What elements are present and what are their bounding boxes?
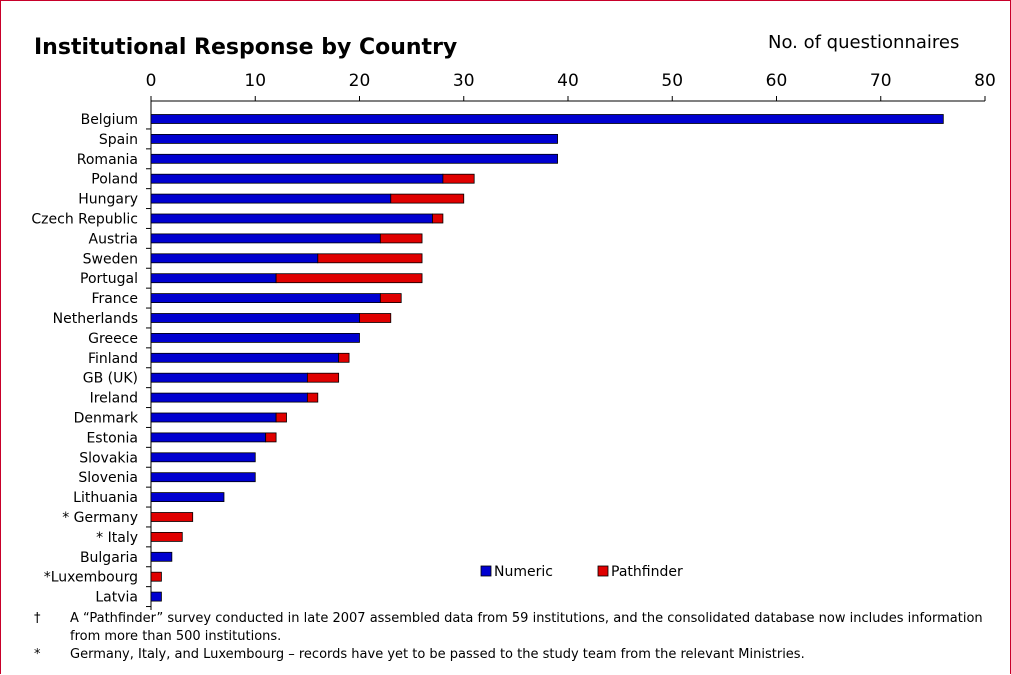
footnote-text: Germany, Italy, and Luxembourg – records… — [70, 647, 805, 662]
bar-pathfinder — [359, 313, 392, 323]
bar-pathfinder — [150, 571, 162, 582]
category-label: Bulgaria — [80, 550, 138, 566]
category-label: Estonia — [86, 430, 138, 446]
category-label: * Germany — [62, 510, 138, 526]
bar-numeric — [150, 352, 340, 363]
category-label: Lithuania — [73, 490, 138, 506]
bar-numeric — [150, 233, 381, 244]
category-label: Romania — [77, 152, 138, 168]
chart-title: Institutional Response by Country — [34, 35, 457, 60]
category-labels: Belgium Spain Romania Poland Hungary Czech Re… — [31, 112, 151, 608]
category-label: France — [91, 291, 138, 307]
bar-pathfinder — [442, 173, 475, 184]
category-label: Finland — [88, 351, 138, 367]
category-label: Sweden — [83, 251, 138, 267]
x-tick-label: 10 — [244, 71, 266, 91]
x-tick-label: 30 — [453, 71, 475, 91]
bar-numeric — [150, 551, 173, 562]
category-label: Slovakia — [79, 450, 138, 466]
bar-numeric — [150, 173, 444, 184]
bar-pathfinder — [150, 532, 183, 542]
bar-numeric — [150, 392, 308, 403]
category-label: Hungary — [78, 192, 138, 208]
x-tick-label: 80 — [974, 71, 996, 91]
category-label: Slovenia — [78, 470, 138, 486]
x-axis: 0 10 20 30 40 50 60 70 80 — [146, 71, 996, 610]
bar-numeric — [150, 114, 944, 124]
x-tick-label: 20 — [349, 71, 371, 91]
bar-numeric — [150, 273, 277, 284]
category-label: Poland — [91, 172, 138, 188]
footnote-mark: † — [34, 611, 41, 626]
footnotes: † A “Pathfinder” survey conducted in lat… — [34, 610, 984, 664]
legend: Numeric Pathfinder — [480, 564, 683, 580]
bar-pathfinder — [338, 352, 350, 363]
bar-numeric — [150, 313, 360, 323]
bar-pathfinder — [306, 372, 340, 383]
bar-pathfinder — [379, 293, 402, 304]
category-label: Netherlands — [53, 311, 138, 327]
bar-pathfinder — [306, 392, 319, 403]
x-tick-label: 50 — [661, 71, 683, 91]
category-label: Czech Republic — [31, 212, 138, 228]
bar-pathfinder — [275, 412, 287, 423]
bar-numeric — [150, 492, 225, 503]
bar-pathfinder — [432, 213, 444, 224]
x-tick-label: 60 — [766, 71, 788, 91]
x-tick-label: 70 — [870, 71, 892, 91]
category-label: Latvia — [95, 590, 138, 606]
x-tick-label: 0 — [146, 71, 157, 91]
bar-numeric — [150, 153, 558, 164]
category-label: Belgium — [81, 112, 138, 128]
bar-numeric — [150, 412, 277, 423]
footnote-text: A “Pathfinder” survey conducted in late … — [70, 611, 983, 644]
category-label: Greece — [88, 331, 138, 347]
category-label: Ireland — [90, 391, 138, 407]
bar-numeric — [150, 591, 162, 602]
category-label: Denmark — [74, 411, 139, 427]
bar-chart: Institutional Response by Country No. of… — [31, 32, 996, 610]
bar-pathfinder — [265, 432, 277, 443]
bar-numeric — [150, 332, 360, 343]
category-label: Portugal — [80, 271, 138, 287]
legend-swatch — [597, 565, 609, 577]
bar-numeric — [150, 253, 319, 264]
bar-numeric — [150, 432, 267, 443]
category-label: Spain — [99, 132, 138, 148]
bar-pathfinder — [275, 273, 423, 284]
bar-pathfinder — [390, 193, 465, 204]
bar-pathfinder — [150, 512, 194, 522]
bar-numeric — [150, 293, 381, 304]
category-label: * Italy — [96, 530, 138, 546]
footnote: † A “Pathfinder” survey conducted in lat… — [34, 610, 984, 646]
footnote: * Germany, Italy, and Luxembourg – recor… — [34, 646, 984, 664]
legend-label: Pathfinder — [611, 564, 683, 580]
bar-numeric — [150, 133, 558, 144]
bar-numeric — [150, 372, 308, 383]
bar-numeric — [150, 193, 392, 204]
x-tick-label: 40 — [557, 71, 579, 91]
category-label: Austria — [89, 231, 138, 247]
category-label: GB (UK) — [83, 371, 138, 387]
bar-pathfinder — [317, 253, 423, 264]
bar-pathfinder — [379, 233, 423, 244]
legend-swatch — [480, 565, 492, 577]
footnote-mark: * — [34, 647, 41, 662]
bar-numeric — [150, 213, 433, 224]
bars — [150, 114, 944, 602]
bar-numeric — [150, 452, 256, 463]
bar-numeric — [150, 472, 256, 483]
legend-label: Numeric — [494, 564, 553, 580]
units-label: No. of questionnaires — [768, 32, 959, 53]
category-label: *Luxembourg — [44, 570, 138, 586]
